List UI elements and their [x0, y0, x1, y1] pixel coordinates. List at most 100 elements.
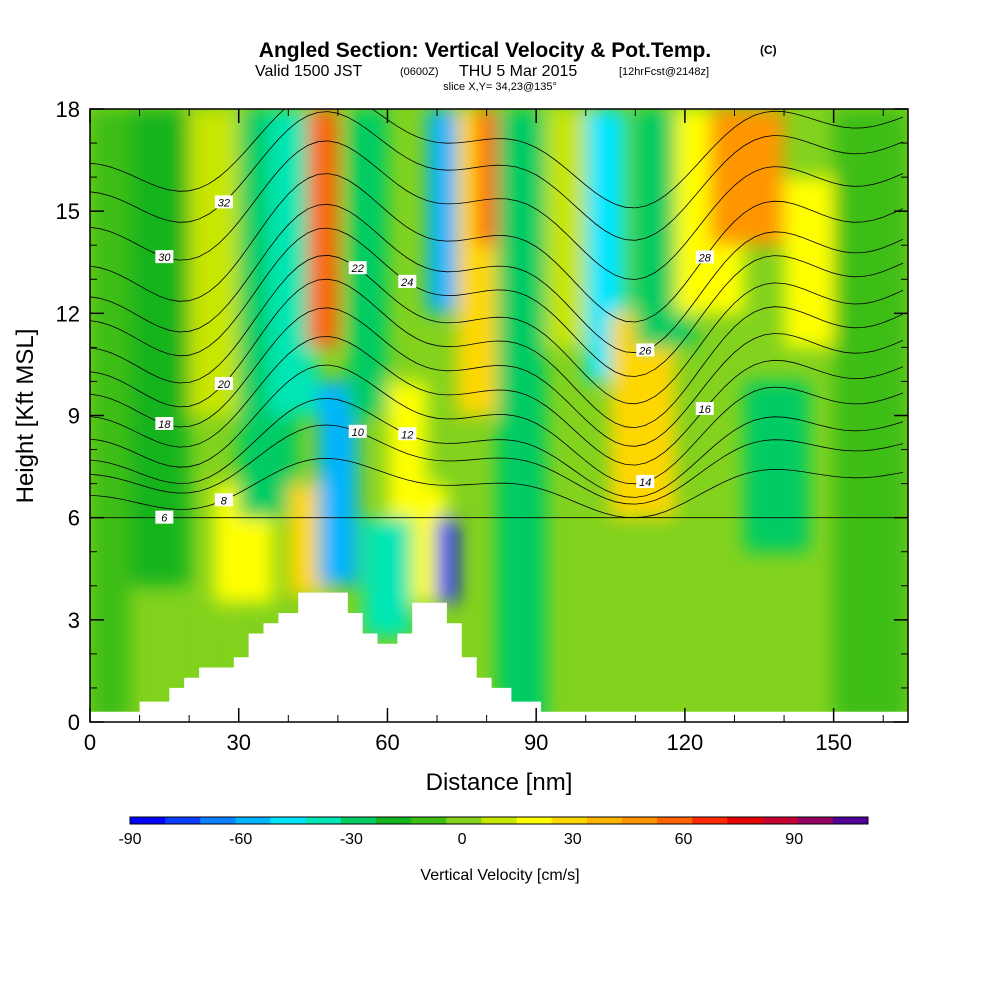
colorbar-tick-label: 30 — [564, 831, 582, 848]
contour-label-text: 10 — [352, 427, 365, 439]
theta-contour — [90, 307, 904, 447]
colorbar: -90 -60 -30 0 30 60 90 — [118, 816, 869, 848]
contour-label: 18 — [155, 416, 174, 431]
valid-prefix: Valid 1500 JST — [255, 63, 363, 80]
chart-title-suffix: (C) — [760, 43, 777, 57]
colorbar-swatch — [657, 817, 693, 824]
colorbar-tick-label: -60 — [229, 831, 252, 848]
contour-label: 24 — [398, 274, 417, 289]
contour-label-bg — [695, 250, 714, 264]
contour-label: 8 — [214, 493, 233, 507]
theta-contour — [90, 227, 904, 377]
valid-date: THU 5 Mar 2015 — [459, 63, 577, 80]
contour-label-bg — [398, 427, 417, 441]
y-axis-label: Height [Kft MSL] — [12, 329, 39, 504]
velocity-cell — [744, 381, 809, 552]
contour-label-text: 34 — [352, 94, 364, 106]
colorbar-swatch — [130, 817, 166, 824]
contour-label-bg — [636, 343, 655, 357]
contour-label: 10 — [348, 424, 367, 439]
theta-contour — [90, 364, 904, 485]
y-tick-label: 0 — [68, 710, 80, 735]
contour-label-text: 6 — [161, 513, 168, 525]
x-tick-label: 120 — [667, 730, 704, 755]
colorbar-swatch — [797, 817, 834, 824]
velocity-cell — [362, 517, 413, 637]
contour-label-text: 14 — [639, 477, 651, 489]
contour-labels: 6 8 10 12 14 16 18 20 22 24 26 28 30 32 34 — [155, 92, 714, 525]
x-tick-label: 30 — [226, 730, 250, 755]
contour-label: 20 — [214, 376, 233, 391]
colorbar-label: Vertical Velocity [cm/s] — [420, 867, 579, 884]
colorbar-swatch — [727, 817, 764, 824]
contour-label-text: 20 — [217, 379, 231, 391]
colorbar-swatch — [551, 817, 588, 824]
colorbar-swatch — [516, 817, 553, 824]
chart-title: Angled Section: Vertical Velocity & Pot.… — [259, 39, 711, 62]
y-tick-label: 9 — [68, 404, 80, 429]
y-tick-label: 3 — [68, 608, 80, 633]
x-tick-label: 60 — [375, 730, 399, 755]
colorbar-swatch — [446, 817, 482, 824]
contour-label-text: 32 — [218, 197, 230, 209]
theta-contours — [90, 109, 904, 519]
plot-area: 6 8 10 12 14 16 18 20 22 24 26 28 30 32 34 — [90, 92, 908, 722]
contour-label-text: 26 — [638, 345, 652, 357]
colorbar-tick-label: -90 — [118, 831, 141, 848]
valid-zulu: (0600Z) — [400, 66, 439, 78]
contour-label: 22 — [348, 261, 367, 275]
contour-label-bg — [349, 92, 367, 105]
colorbar-tick-label: 60 — [675, 831, 693, 848]
contour-label-bg — [398, 274, 417, 288]
contour-label-bg — [348, 424, 367, 438]
velocity-cell — [129, 109, 190, 586]
colorbar-frame — [129, 816, 869, 825]
theta-contour — [90, 254, 904, 405]
colorbar-tick-label: 0 — [458, 831, 467, 848]
contour-label: 26 — [636, 343, 655, 357]
contour-label-text: 8 — [221, 495, 228, 507]
colorbar-swatch — [165, 817, 201, 824]
contour-label-text: 28 — [698, 252, 712, 264]
contour-label: 16 — [695, 402, 714, 416]
colorbar-swatch — [376, 817, 412, 824]
x-tick-label: 150 — [815, 730, 852, 755]
theta-contour — [90, 397, 904, 498]
colorbar-tick-label: -30 — [340, 831, 363, 848]
colorbar-swatch — [340, 817, 377, 824]
x-axis: 0 30 60 90 120 150 — [84, 109, 884, 755]
contour-label-bg — [155, 510, 174, 524]
theta-contour — [90, 140, 904, 280]
colorbar-swatch — [586, 817, 623, 824]
contour-label: 32 — [214, 195, 233, 209]
contour-label-bg — [214, 493, 233, 507]
contour-label: 14 — [636, 474, 655, 489]
colorbar-swatch — [305, 817, 342, 824]
y-tick-label: 15 — [56, 199, 80, 224]
contour-label-text: 16 — [699, 404, 712, 416]
colorbar-swatch — [762, 817, 799, 824]
contour-label-bg — [155, 416, 174, 430]
theta-contour — [90, 203, 904, 354]
colorbar-swatch — [235, 817, 272, 824]
colorbar-swatch — [622, 817, 658, 824]
theta-contour — [90, 335, 904, 466]
y-axis: 0 3 6 9 12 15 18 — [56, 97, 908, 735]
colorbar-swatch — [692, 817, 728, 824]
contour-label: 30 — [155, 250, 174, 264]
y-tick-label: 6 — [68, 506, 80, 531]
contour-label-text: 18 — [158, 419, 171, 431]
y-tick-label: 18 — [56, 97, 80, 122]
contour-label: 28 — [695, 250, 714, 264]
velocity-cell — [496, 109, 547, 722]
y-tick-label: 12 — [56, 301, 80, 326]
colorbar-swatch — [200, 817, 236, 824]
theta-contour — [90, 109, 904, 209]
contour-label: 6 — [155, 510, 174, 525]
valid-time-line: Valid 1500 JST (0600Z) THU 5 Mar 2015 [1… — [255, 63, 709, 80]
x-axis-label: Distance [nm] — [426, 769, 573, 796]
contour-label-bg — [214, 195, 233, 209]
contour-label-text: 30 — [158, 252, 171, 264]
contour-label-bg — [348, 261, 367, 275]
